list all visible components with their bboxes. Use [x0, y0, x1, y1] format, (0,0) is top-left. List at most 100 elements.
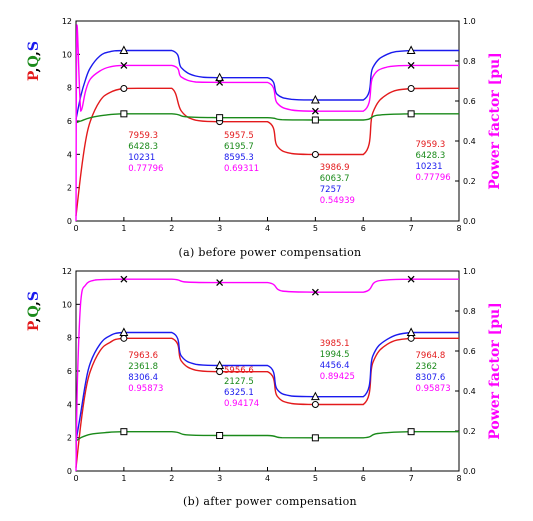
marker-power-factor: [120, 275, 128, 283]
marker-s: [310, 94, 320, 104]
x-tick-label: 5: [313, 474, 318, 483]
y-axis-label-char: ,: [26, 317, 42, 322]
y-axis-label-char: P: [26, 320, 42, 331]
y-right-tick-label: 1.0: [463, 17, 476, 26]
marker-s: [406, 45, 416, 54]
y-axis-label-char: ,: [26, 67, 42, 72]
data-label: 2127.5: [224, 377, 254, 387]
series-line-power-factor: [75, 24, 459, 222]
data-label: 6428.3: [128, 142, 158, 152]
chart-panel-b: 0 1 2 3 4 5 6 7 80246810120.00.20.40.60.81.0P,Q,…: [26, 267, 503, 483]
marker-q: [120, 110, 128, 118]
x-tick-label: 8: [456, 224, 461, 233]
y-axis-label-char: Q: [26, 55, 42, 67]
y-axis-label-char: Q: [26, 305, 42, 317]
y-left-tick-label: 4: [67, 400, 72, 409]
x-tick-label: 2: [169, 224, 174, 233]
y-axis-label-left: P,Q,S: [26, 291, 42, 331]
marker-p: [120, 334, 128, 342]
data-label: 8307.6: [416, 373, 446, 383]
data-label: 8595.3: [224, 153, 254, 163]
marker-q: [311, 116, 319, 124]
y-right-tick-label: 0.8: [463, 307, 476, 316]
series-line-s: [75, 49, 459, 120]
marker-power-factor: [216, 279, 224, 287]
data-label: 7963.6: [128, 351, 158, 361]
y-left-tick-label: 2: [67, 184, 72, 193]
y-axis-label-char: P: [26, 70, 42, 81]
marker-power-factor: [407, 61, 415, 69]
data-label: 7257: [320, 185, 342, 195]
data-label: 6063.7: [320, 174, 350, 184]
marker-q: [216, 114, 224, 122]
marker-s: [119, 327, 129, 336]
y-left-tick-label: 10: [62, 300, 72, 309]
y-right-tick-label: 0.8: [463, 57, 476, 66]
y-right-tick-label: 0.4: [463, 387, 476, 396]
caption-b: (b) after power compensation: [183, 495, 357, 508]
y-right-tick-label: 0.2: [463, 427, 476, 436]
y-left-tick-label: 6: [67, 367, 72, 376]
chart-panel-a: 0 1 2 3 4 5 6 7 80246810120.00.20.40.60.81.0P,Q,…: [26, 17, 503, 233]
marker-q: [216, 432, 224, 439]
data-label: 2362: [416, 362, 438, 372]
data-label: 0.69311: [224, 164, 259, 174]
caption-a: (a) before power compensation: [178, 246, 362, 259]
y-right-tick-label: 0.0: [463, 467, 476, 476]
data-label: 6325.1: [224, 388, 254, 398]
y-axis-label-left: P,Q,S: [26, 41, 42, 81]
data-label: 10231: [128, 153, 155, 163]
marker-p: [311, 401, 319, 408]
data-label: 7964.8: [416, 351, 446, 361]
x-tick-label: 8: [456, 474, 461, 483]
y-left-tick-label: 4: [67, 150, 72, 159]
series-line-p: [75, 337, 459, 468]
data-label: 5956.6: [224, 366, 254, 376]
y-axis-label-char: S: [26, 291, 42, 301]
y-right-tick-label: 0.2: [463, 177, 476, 186]
data-label: 1994.5: [320, 350, 350, 360]
x-tick-label: 4: [265, 474, 270, 483]
x-tick-label: 4: [265, 224, 270, 233]
marker-p: [311, 151, 319, 158]
marker-power-factor: [407, 275, 415, 283]
data-label: 0.95873: [416, 384, 451, 394]
y-left-tick-label: 6: [67, 117, 72, 126]
marker-power-factor: [120, 61, 128, 69]
data-label: 0.89425: [320, 372, 355, 382]
y-right-tick-label: 1.0: [463, 267, 476, 276]
x-tick-label: 6: [361, 224, 366, 233]
series-line-p: [75, 87, 460, 217]
y-right-tick-label: 0.4: [463, 137, 476, 146]
marker-s: [215, 360, 225, 369]
y-left-tick-label: 8: [67, 334, 72, 343]
data-label: 4456.4: [320, 361, 350, 371]
y-axis-label-right: Power factor [pu]: [487, 52, 503, 190]
data-label: 0.54939: [320, 196, 355, 206]
marker-s: [310, 391, 320, 401]
marker-q: [407, 428, 415, 436]
x-tick-label: 3: [217, 474, 222, 483]
y-right-tick-label: 0.6: [463, 347, 476, 356]
marker-p: [407, 334, 415, 342]
data-label: 8306.4: [128, 373, 158, 383]
data-label: 7959.3: [416, 140, 446, 150]
data-label: 0.95873: [128, 384, 163, 394]
x-tick-label: 7: [409, 474, 414, 483]
x-tick-label: 0: [73, 224, 78, 233]
marker-s: [406, 327, 416, 336]
y-axis-label-right: Power factor [pu]: [487, 302, 503, 440]
marker-s: [215, 72, 225, 82]
data-label: 0.77796: [416, 173, 451, 183]
x-tick-label: 7: [409, 224, 414, 233]
x-tick-label: 0: [73, 474, 78, 483]
x-tick-label: 1: [121, 474, 126, 483]
marker-power-factor: [311, 288, 319, 296]
x-tick-label: 6: [361, 474, 366, 483]
y-left-tick-label: 12: [62, 17, 72, 26]
series-line-s: [75, 331, 459, 442]
y-left-tick-label: 2: [67, 434, 72, 443]
data-label: 2361.8: [128, 362, 158, 372]
